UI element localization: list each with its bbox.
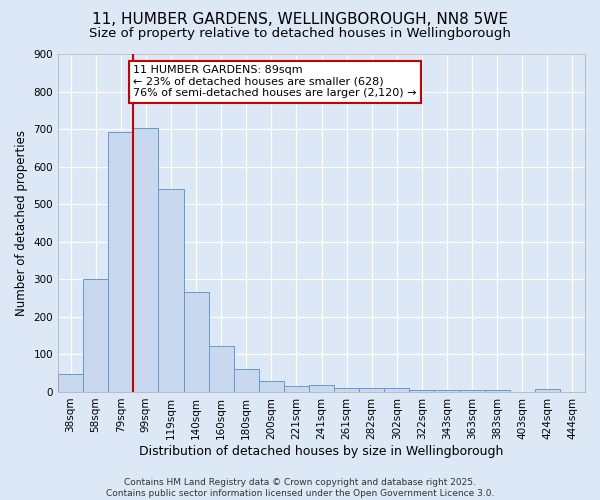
X-axis label: Distribution of detached houses by size in Wellingborough: Distribution of detached houses by size … xyxy=(139,444,504,458)
Bar xyxy=(359,388,384,392)
Bar xyxy=(108,132,133,392)
Bar xyxy=(309,385,334,392)
Bar xyxy=(133,128,158,392)
Bar xyxy=(460,390,485,392)
Bar xyxy=(535,389,560,392)
Bar xyxy=(83,280,108,392)
Bar xyxy=(284,386,309,392)
Text: 11 HUMBER GARDENS: 89sqm
← 23% of detached houses are smaller (628)
76% of semi-: 11 HUMBER GARDENS: 89sqm ← 23% of detach… xyxy=(133,66,417,98)
Bar xyxy=(384,388,409,392)
Bar xyxy=(409,390,434,392)
Bar xyxy=(58,374,83,392)
Bar xyxy=(334,388,359,392)
Bar xyxy=(158,189,184,392)
Bar xyxy=(259,382,284,392)
Text: 11, HUMBER GARDENS, WELLINGBOROUGH, NN8 5WE: 11, HUMBER GARDENS, WELLINGBOROUGH, NN8 … xyxy=(92,12,508,28)
Bar xyxy=(434,390,460,392)
Text: Size of property relative to detached houses in Wellingborough: Size of property relative to detached ho… xyxy=(89,28,511,40)
Bar xyxy=(209,346,233,392)
Bar xyxy=(184,292,209,392)
Text: Contains HM Land Registry data © Crown copyright and database right 2025.
Contai: Contains HM Land Registry data © Crown c… xyxy=(106,478,494,498)
Bar xyxy=(233,370,259,392)
Bar xyxy=(485,390,510,392)
Y-axis label: Number of detached properties: Number of detached properties xyxy=(15,130,28,316)
